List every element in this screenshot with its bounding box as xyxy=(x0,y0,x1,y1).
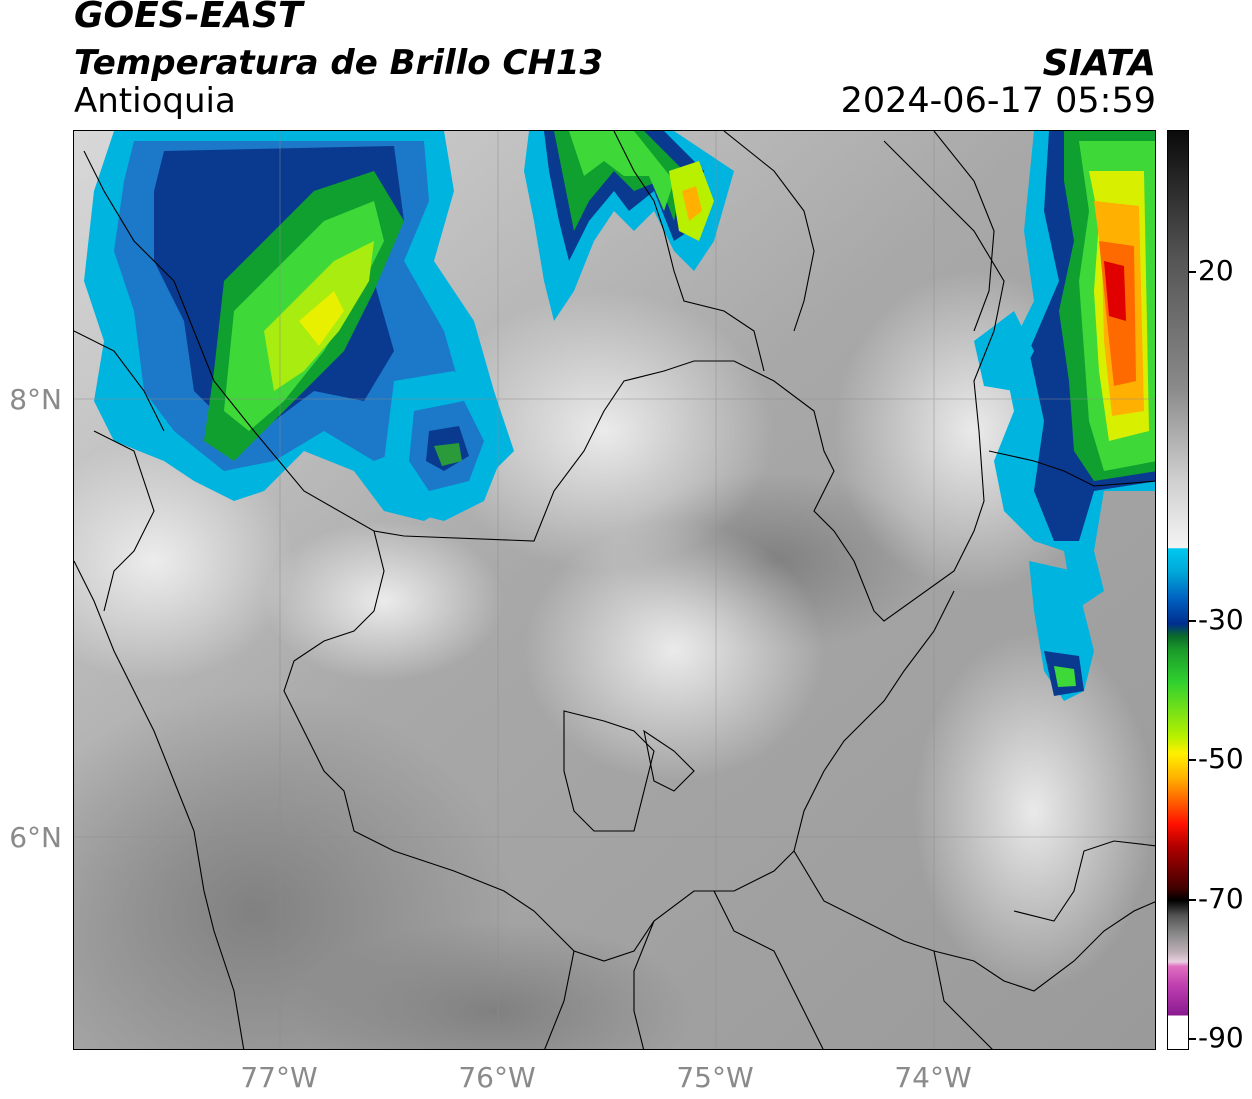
colorbar-tick-mark xyxy=(1189,759,1196,761)
satellite-map xyxy=(73,130,1156,1050)
lon-label-76w: 76°W xyxy=(458,1061,536,1094)
colorbar-tick-mark xyxy=(1189,271,1196,273)
colorbar-label-minus50: -50 xyxy=(1198,742,1244,775)
lon-label-75w: 75°W xyxy=(676,1061,754,1094)
graticule xyxy=(74,131,1155,1049)
colorbar-label-minus70: -70 xyxy=(1198,882,1244,915)
colorbar-tick-mark xyxy=(1189,1038,1196,1040)
lon-label-74w: 74°W xyxy=(894,1061,972,1094)
product-title: Temperatura de Brillo CH13 xyxy=(74,43,604,83)
colorbar-label-minus90: -90 xyxy=(1198,1021,1244,1054)
satellite-title: GOES-EAST xyxy=(74,0,303,36)
brightness-temperature-field xyxy=(74,131,1155,1049)
lon-label-77w: 77°W xyxy=(240,1061,318,1094)
organization-label: SIATA xyxy=(1042,43,1156,84)
colorbar-label-20: 20 xyxy=(1198,254,1234,287)
colorbar-label-minus30: -30 xyxy=(1198,603,1244,636)
colorbar-tick-mark xyxy=(1189,899,1196,901)
lat-label-8n: 8°N xyxy=(9,383,62,416)
temperature-colorbar xyxy=(1167,130,1189,1050)
colorbar-tick-mark xyxy=(1189,620,1196,622)
datetime-label: 2024-06-17 05:59 xyxy=(840,81,1156,121)
lat-label-6n: 6°N xyxy=(9,821,62,854)
administrative-boundaries xyxy=(74,131,1155,1049)
region-label: Antioquia xyxy=(74,81,236,121)
